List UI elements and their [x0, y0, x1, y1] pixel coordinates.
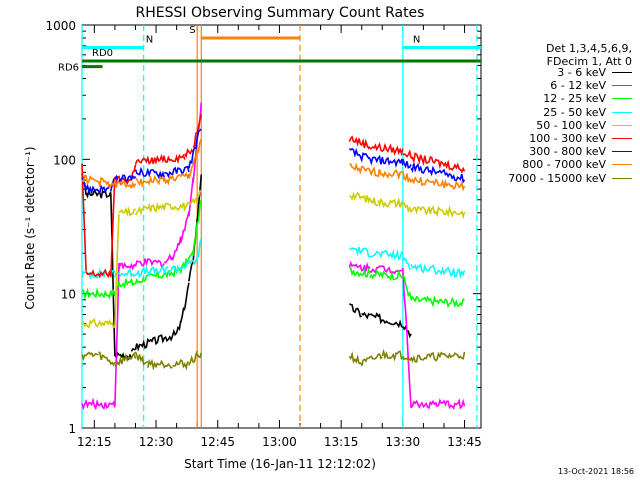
flag-label: RD0: [92, 48, 113, 59]
legend-swatch: [612, 177, 632, 179]
x-tick-label: 12:30: [139, 435, 174, 449]
legend-item: 7000 - 15000 keV: [508, 172, 632, 185]
y-tick-label: 1: [68, 422, 76, 436]
legend-swatch: [612, 124, 632, 126]
legend-swatch: [612, 98, 632, 100]
legend-label: 25 - 50 keV: [543, 105, 606, 119]
legend-label: 50 - 100 keV: [536, 118, 606, 132]
legend-title: Det 1,3,4,5,6,9, FDecim 1, Att 0: [546, 42, 632, 68]
legend-title-line-1: Det 1,3,4,5,6,9,: [545, 42, 632, 55]
legend-swatch: [612, 111, 632, 113]
x-tick-label: 13:00: [262, 435, 297, 449]
legend-label: 3 - 6 keV: [557, 66, 606, 79]
legend-label: 12 - 25 keV: [543, 92, 606, 106]
x-tick-label: 13:30: [386, 435, 421, 449]
flag-label: S: [189, 25, 195, 36]
series-line: [81, 190, 466, 329]
legend-item: 300 - 800 keV: [529, 145, 632, 158]
x-tick-label: 13:15: [324, 435, 359, 449]
y-axis-label: Count Rate (s⁻¹ detector⁻¹): [23, 146, 37, 309]
legend-item: 3 - 6 keV: [557, 66, 632, 79]
series-line: [81, 114, 466, 279]
legend-label: 800 - 7000 keV: [522, 158, 606, 172]
chart-title: RHESSI Observing Summary Count Rates: [136, 5, 425, 21]
series-line: [81, 348, 466, 371]
flag-label: N: [146, 34, 153, 45]
flag-label: N: [413, 34, 420, 45]
legend-item: 50 - 100 keV: [536, 119, 632, 132]
x-tick-label: 13:45: [447, 435, 482, 449]
legend-item: 25 - 50 keV: [543, 106, 632, 119]
legend-title-line-2: FDecim 1, Att 0: [546, 55, 632, 68]
series-line: [81, 128, 466, 196]
legend-swatch: [612, 164, 632, 166]
plot-frame: [81, 24, 482, 429]
legend-item: 12 - 25 keV: [543, 92, 632, 105]
legend-label: 7000 - 15000 keV: [508, 171, 606, 185]
series-line: [81, 102, 466, 411]
legend-swatch: [612, 72, 632, 73]
y-tick-label: 10: [61, 288, 76, 302]
series-line: [81, 138, 466, 192]
timestamp: 13-Oct-2021 18:56: [558, 467, 634, 476]
legend-item: 800 - 7000 keV: [522, 158, 632, 171]
series-line: [81, 237, 466, 280]
plot-area: 1 10 100 1000 12:15 12:30 12:45 13:00 13:15 13:30…: [45, 19, 481, 449]
y-tick-label: 100: [53, 153, 76, 167]
flag-label: RD6: [58, 63, 79, 74]
legend-swatch: [612, 85, 632, 87]
legend-label: 6 - 12 keV: [550, 79, 606, 93]
legend-label: 100 - 300 keV: [529, 132, 606, 145]
series-line: [81, 199, 465, 309]
y-tick-label: 1000: [45, 19, 76, 33]
legend-swatch: [612, 151, 632, 153]
legend-label: 300 - 800 keV: [529, 145, 606, 159]
x-axis-label: Start Time (16-Jan-11 12:12:02): [184, 457, 376, 471]
legend-swatch: [612, 138, 632, 139]
legend-item: 100 - 300 keV: [529, 132, 632, 145]
x-tick-label: 12:45: [200, 435, 235, 449]
x-tick-label: 12:15: [77, 435, 112, 449]
legend-item: 6 - 12 keV: [550, 79, 632, 92]
